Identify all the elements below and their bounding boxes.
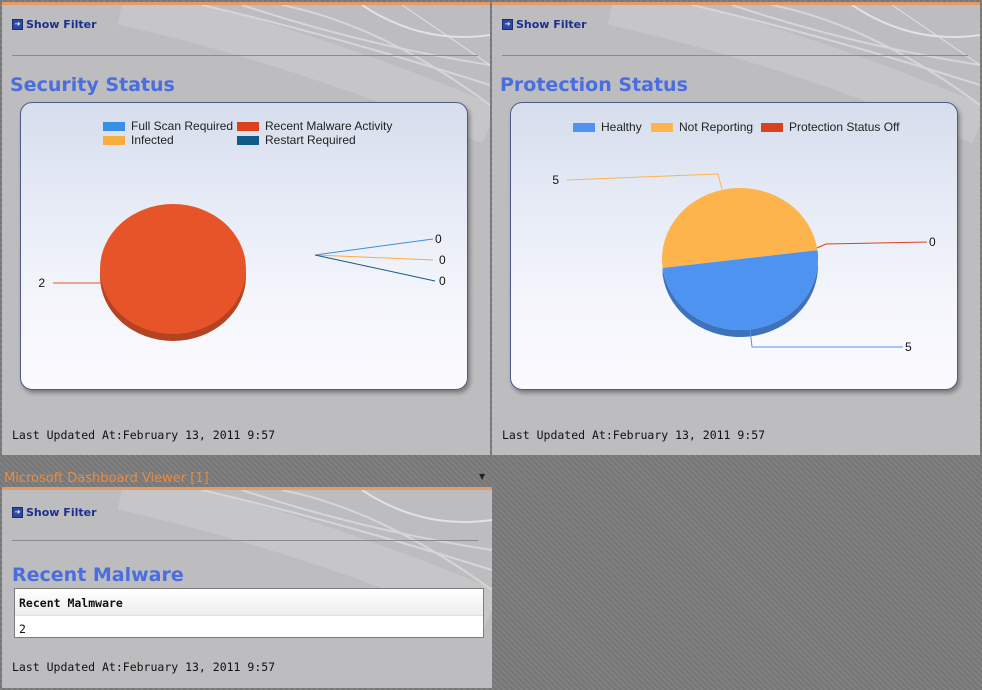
protection-status-panel: ➔ Show Filter Protection Status Healthy … <box>492 2 980 455</box>
chevron-down-icon[interactable]: ▼ <box>479 472 486 481</box>
legend-item: Infected <box>103 133 174 147</box>
security-chart-card: Full Scan Required Recent Malware Activi… <box>20 102 468 390</box>
data-label: 0 <box>439 253 446 267</box>
divider <box>12 540 478 541</box>
data-label: 0 <box>439 274 446 288</box>
recent-malware-panel: ➔ Show Filter Recent Malware Recent Malm… <box>2 487 492 688</box>
legend-swatch <box>237 121 259 131</box>
legend-swatch <box>761 122 783 132</box>
legend-label: Healthy <box>601 120 642 134</box>
divider <box>502 55 968 56</box>
legend-item: Full Scan Required <box>103 119 233 133</box>
leader-line <box>749 328 903 348</box>
show-filter-label: Show Filter <box>26 506 97 519</box>
legend-label: Full Scan Required <box>131 119 234 133</box>
leader-line <box>566 173 724 194</box>
expand-icon: ➔ <box>502 19 513 30</box>
data-label: 0 <box>435 232 442 246</box>
legend-label: Restart Required <box>265 133 356 147</box>
legend-swatch <box>651 122 673 132</box>
legend-swatch <box>237 135 259 145</box>
show-filter-label: Show Filter <box>26 18 97 31</box>
legend-item: Not Reporting <box>651 120 753 134</box>
pie-slice <box>662 188 818 268</box>
show-filter-label: Show Filter <box>516 18 587 31</box>
leader-line <box>314 254 436 282</box>
show-filter-button[interactable]: ➔ Show Filter <box>12 18 97 31</box>
dashboard-viewer-header: Microsoft Dashboard Viewer [1] ▼ <box>0 468 493 488</box>
legend-item: Recent Malware Activity <box>237 119 392 133</box>
pie-slice <box>662 250 818 330</box>
leader-line <box>53 278 156 284</box>
last-updated-text: Last Updated At:February 13, 2011 9:57 <box>12 660 276 674</box>
legend-label: Protection Status Off <box>789 120 900 134</box>
protection-pie-chart: 5 0 5 <box>552 173 936 354</box>
legend-swatch <box>103 135 125 145</box>
protection-chart-card: Healthy Not Reporting Protection Status … <box>510 102 958 390</box>
recent-malware-table: Recent Malmware 2 <box>14 588 484 638</box>
legend-item: Restart Required <box>237 133 356 147</box>
last-updated-text: Last Updated At:February 13, 2011 9:57 <box>12 428 276 442</box>
legend-item: Healthy <box>573 120 642 134</box>
pie-slice <box>100 204 246 334</box>
legend-swatch <box>103 121 125 131</box>
legend-label: Infected <box>131 133 174 147</box>
panel-title: Recent Malware <box>12 564 184 586</box>
data-label: 5 <box>552 173 559 187</box>
leader-line <box>314 238 434 256</box>
show-filter-button[interactable]: ➔ Show Filter <box>12 506 97 519</box>
divider <box>12 55 478 56</box>
expand-icon: ➔ <box>12 507 23 518</box>
table-header-label: Recent Malmware <box>19 596 123 610</box>
table-cell: 2 <box>19 622 26 636</box>
viewer-title: Microsoft Dashboard Viewer [1] <box>4 471 209 486</box>
data-label: 5 <box>905 340 912 354</box>
legend-label: Recent Malware Activity <box>265 119 393 133</box>
last-updated-text: Last Updated At:February 13, 2011 9:57 <box>502 428 766 442</box>
table-header: Recent Malmware <box>15 589 483 616</box>
panel-title: Security Status <box>10 74 175 96</box>
panel-title: Protection Status <box>500 74 688 96</box>
data-label: 2 <box>38 276 45 290</box>
data-label: 0 <box>929 235 936 249</box>
legend-swatch <box>573 122 595 132</box>
expand-icon: ➔ <box>12 19 23 30</box>
leader-line <box>816 241 928 249</box>
security-status-panel: ➔ Show Filter Security Status Full Scan … <box>2 2 490 455</box>
show-filter-button[interactable]: ➔ Show Filter <box>502 18 587 31</box>
leader-line <box>314 254 434 261</box>
legend-item: Protection Status Off <box>761 120 900 134</box>
legend-label: Not Reporting <box>679 120 754 134</box>
